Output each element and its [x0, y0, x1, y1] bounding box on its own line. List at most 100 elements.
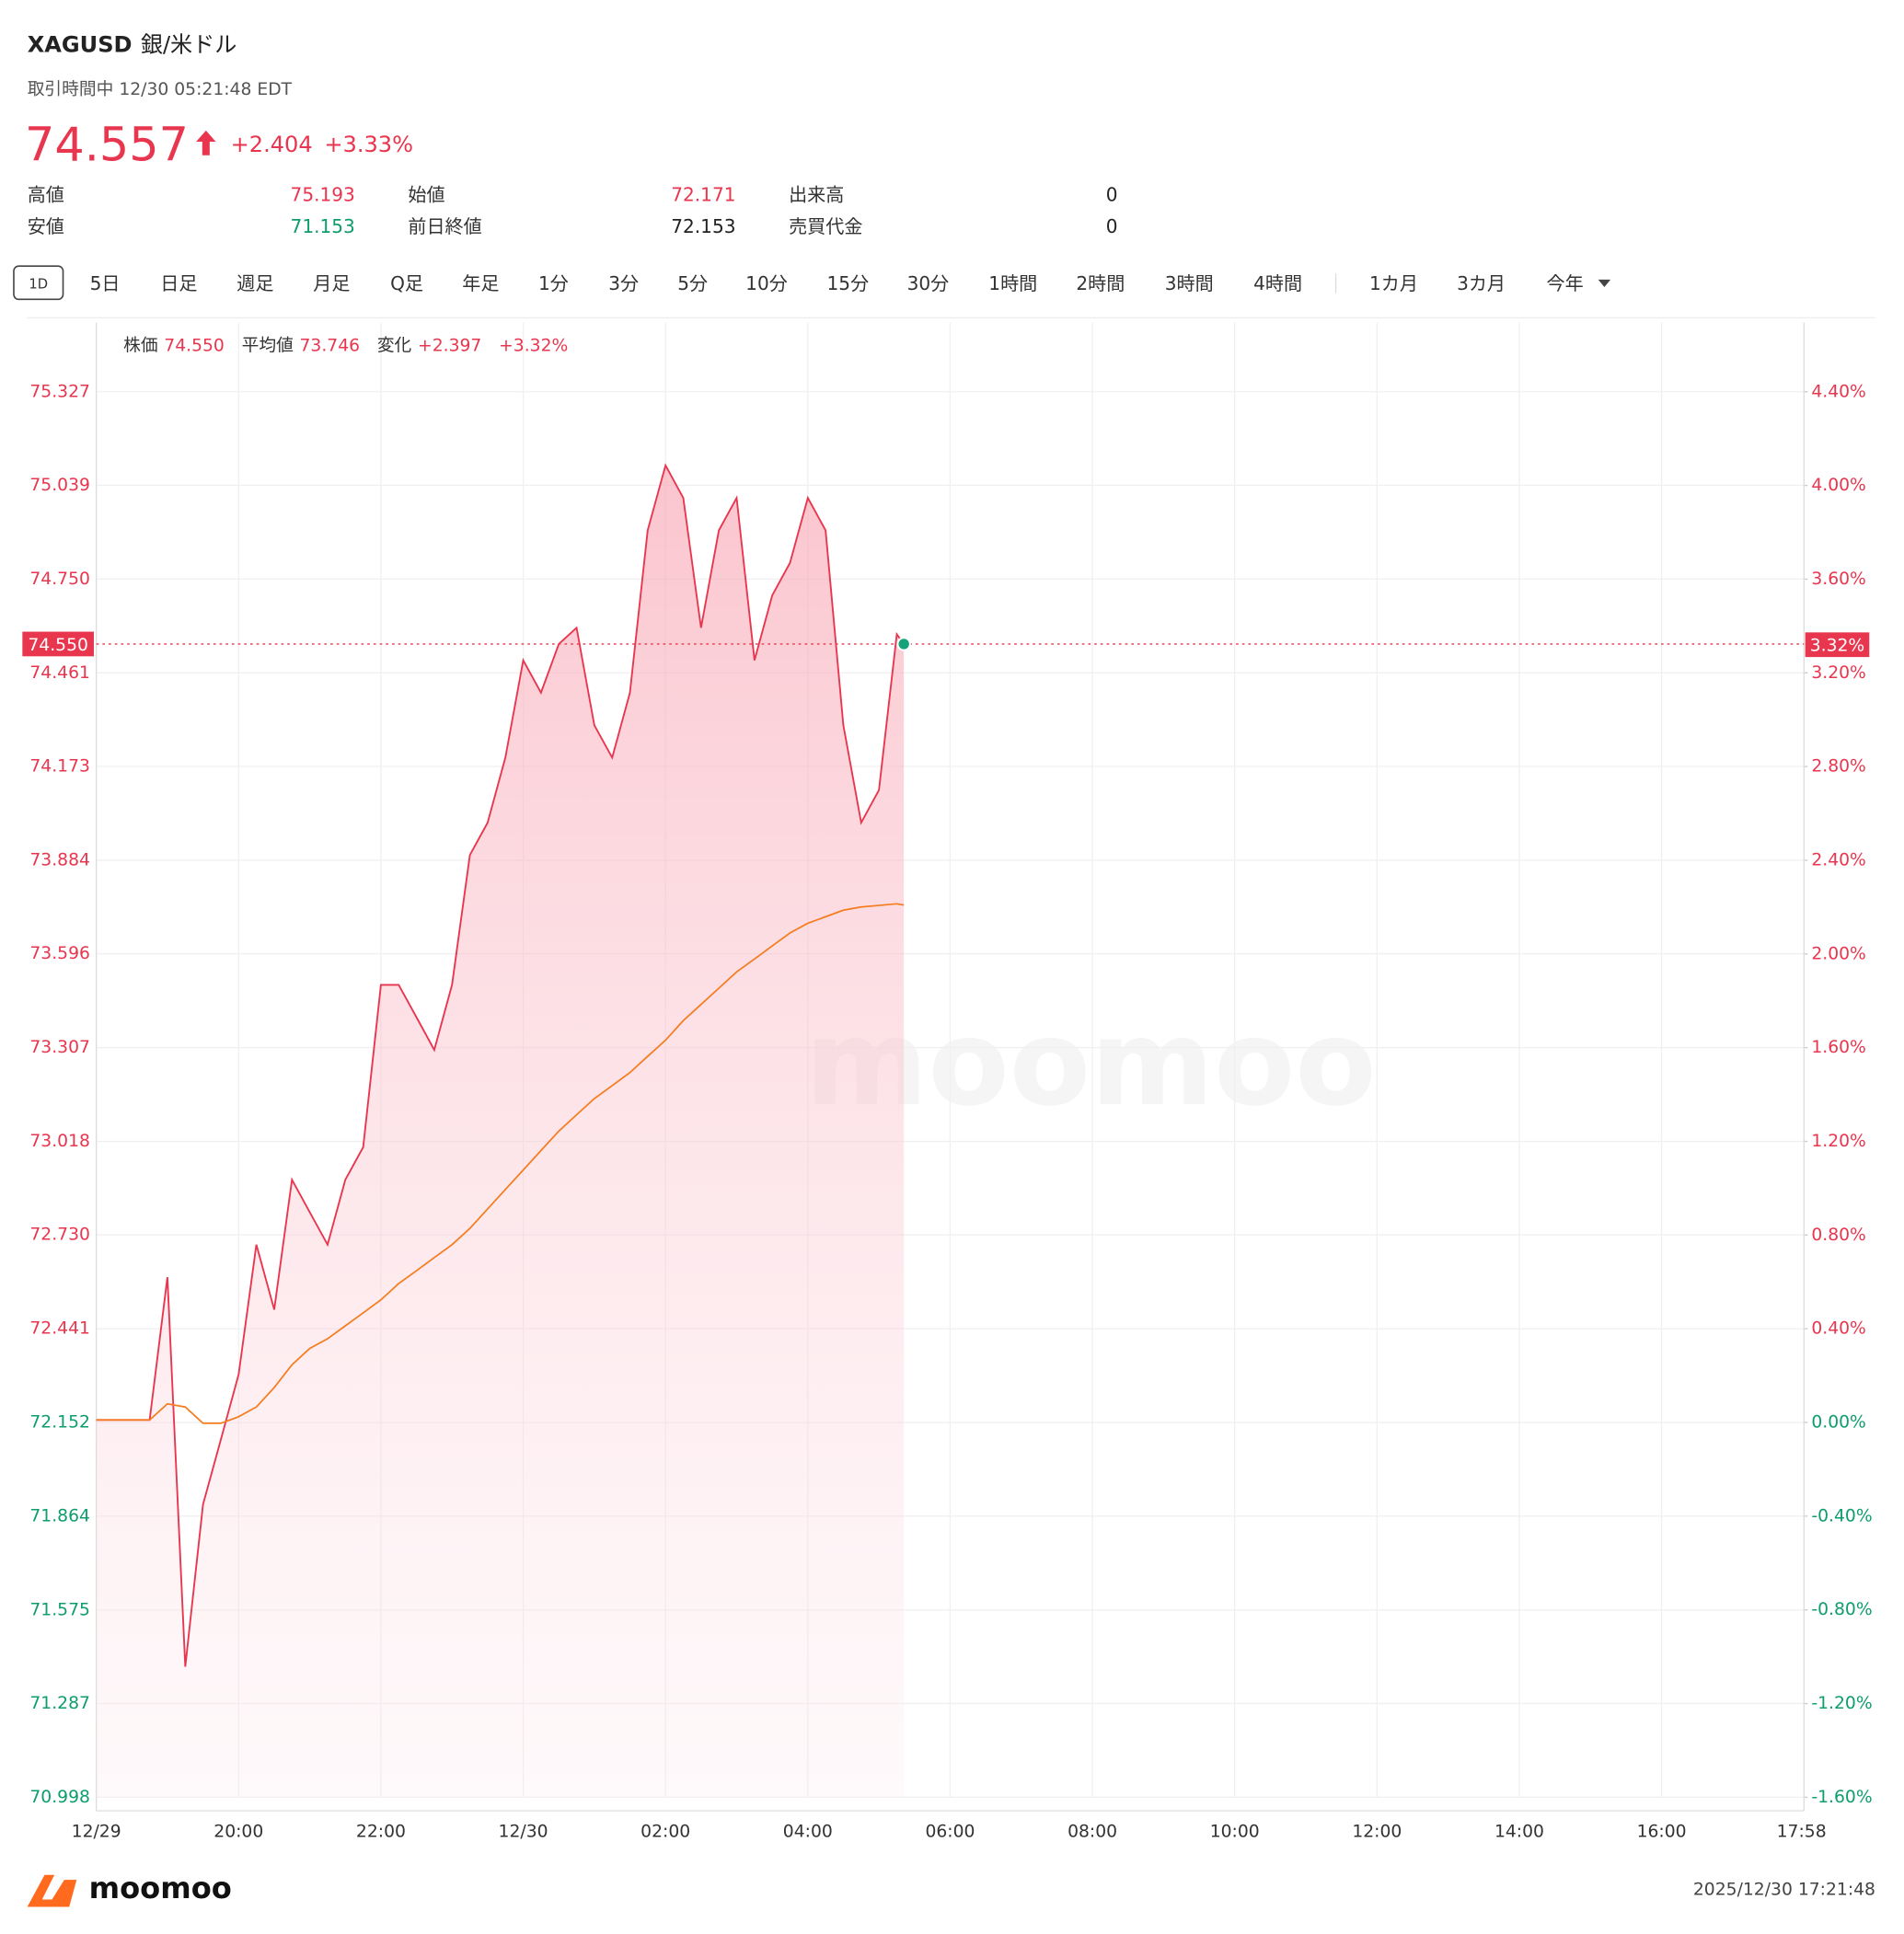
stat-label: 売買代金 — [789, 215, 862, 237]
y-tick-label: 73.596 — [29, 944, 90, 963]
x-tick-label: 17:58 — [1777, 1822, 1827, 1841]
price: 74.557 — [25, 118, 189, 172]
tab[interactable]: 1カ月 — [1369, 272, 1418, 294]
stat-label: 高値 — [28, 183, 64, 205]
tab[interactable]: 1時間 — [988, 272, 1037, 294]
tab[interactable]: 1D — [29, 276, 48, 292]
x-tick-label: 12/29 — [72, 1822, 121, 1841]
tab[interactable]: 4時間 — [1253, 272, 1302, 294]
y-tick-label: 70.998 — [29, 1788, 90, 1807]
x-tick-label: 04:00 — [783, 1822, 833, 1841]
y-tick-label: 71.864 — [29, 1506, 90, 1525]
tab[interactable]: 10分 — [745, 272, 788, 294]
last-pct-tag — [1805, 632, 1870, 658]
brand-logo — [27, 1874, 77, 1907]
tab[interactable]: 3カ月 — [1457, 272, 1506, 294]
active-tab-frame — [13, 265, 64, 301]
tab[interactable]: 30分 — [907, 272, 950, 294]
tab[interactable]: 1分 — [538, 272, 569, 294]
instrument-name: 銀/米ドル — [141, 32, 237, 58]
up-arrow — [196, 130, 216, 155]
timestamp: 2025/12/30 17:21:48 — [1693, 1880, 1875, 1899]
tab[interactable]: Q足 — [390, 272, 423, 294]
y2-tick-label: 1.60% — [1811, 1038, 1866, 1057]
y2-tick-label: 0.00% — [1811, 1413, 1866, 1433]
stat-value: 0 — [1106, 215, 1118, 237]
brand: moomoo — [89, 1871, 232, 1905]
tab[interactable]: 5分 — [677, 272, 708, 294]
stat-label: 始値 — [408, 183, 444, 205]
legend-label: 平均値 — [242, 337, 294, 356]
tab[interactable]: 3分 — [608, 272, 639, 294]
tab[interactable]: 日足 — [160, 272, 197, 294]
y2-tick-label: -0.40% — [1811, 1506, 1872, 1525]
y-tick-label: 72.441 — [29, 1319, 90, 1339]
x-tick-label: 02:00 — [640, 1822, 690, 1841]
stat-label: 前日終値 — [408, 215, 481, 237]
y2-tick-label: -1.20% — [1811, 1694, 1872, 1713]
y2-tick-label: 1.20% — [1811, 1132, 1866, 1151]
legend-value: 74.550 — [164, 337, 225, 356]
y-tick-label: 72.152 — [29, 1413, 90, 1433]
stat-value: 75.193 — [291, 183, 355, 205]
y2-tick-label: 0.80% — [1811, 1226, 1866, 1245]
chart: moomoo70.99871.28771.57571.86472.15272.4… — [22, 322, 1873, 1841]
y-tick-label: 72.730 — [29, 1226, 90, 1245]
last-price-tag — [22, 631, 94, 657]
y2-tick-label: 3.60% — [1811, 570, 1866, 589]
x-tick-label: 12:00 — [1352, 1822, 1402, 1841]
legend-label: 株価 — [123, 337, 157, 356]
y2-tick-label: 2.80% — [1811, 757, 1866, 777]
tab[interactable]: 5日 — [90, 272, 121, 294]
x-tick-label: 22:00 — [356, 1822, 406, 1841]
y2-tick-label: 3.20% — [1811, 663, 1866, 683]
dropdown-icon[interactable] — [1598, 279, 1611, 287]
change-pct: +3.33% — [324, 132, 413, 157]
stat-value: 71.153 — [291, 215, 355, 237]
y2-tick-label: 2.40% — [1811, 850, 1866, 869]
logo-mark — [27, 1874, 77, 1907]
y2-tick-label: -0.80% — [1811, 1600, 1872, 1619]
tab[interactable]: 15分 — [827, 272, 870, 294]
y2-tick-label: 2.00% — [1811, 944, 1866, 963]
y2-tick-label: 4.00% — [1811, 476, 1866, 495]
tab[interactable]: 3時間 — [1165, 272, 1214, 294]
series-line — [96, 903, 905, 1424]
tab[interactable]: 今年 — [1546, 272, 1583, 294]
last-price-label: 74.550 — [28, 636, 88, 655]
change: +2.404 — [231, 132, 313, 157]
y-tick-label: 73.884 — [29, 850, 90, 869]
tab[interactable]: 年足 — [462, 272, 499, 294]
stat-label: 安値 — [28, 215, 64, 237]
legend-label: 変化 — [377, 337, 412, 356]
last-point — [896, 637, 911, 651]
stat-value: 72.153 — [671, 215, 735, 237]
stat-value: 0 — [1106, 183, 1118, 205]
y-tick-label: 73.018 — [29, 1132, 90, 1151]
x-tick-label: 14:00 — [1494, 1822, 1544, 1841]
series-line — [96, 463, 905, 1667]
y-tick-label: 74.750 — [29, 570, 90, 589]
legend-value: +3.32% — [499, 337, 568, 356]
y-tick-label: 71.287 — [29, 1694, 90, 1713]
y-tick-label: 71.575 — [29, 1600, 90, 1619]
tabs[interactable]: 1D 5日 日足 週足 月足 Q足 年足 1分 3分 5分 10分 15分 30分 1時間 2時間 3時間 4時… — [29, 272, 1583, 294]
y2-tick-label: 0.40% — [1811, 1319, 1866, 1339]
tab[interactable]: 2時間 — [1076, 272, 1125, 294]
legend-value: 73.746 — [300, 337, 361, 356]
x-tick-label: 06:00 — [925, 1822, 975, 1841]
y-tick-label: 73.307 — [29, 1038, 90, 1057]
tab[interactable]: 週足 — [237, 272, 273, 294]
legend-value: +2.397 — [418, 337, 481, 356]
symbol: XAGUSD — [28, 32, 133, 58]
y-tick-label: 75.327 — [29, 382, 90, 401]
stat-value: 72.171 — [671, 183, 735, 205]
y-tick-label: 75.039 — [29, 476, 90, 495]
stat-label: 出来高 — [789, 183, 844, 205]
y-tick-label: 74.173 — [29, 756, 90, 776]
stats: 高値 75.193 始値 72.171 出来高 0 安値 71.153 前日終値 72.153 売買… — [28, 183, 1118, 237]
tab[interactable]: 月足 — [313, 272, 350, 294]
